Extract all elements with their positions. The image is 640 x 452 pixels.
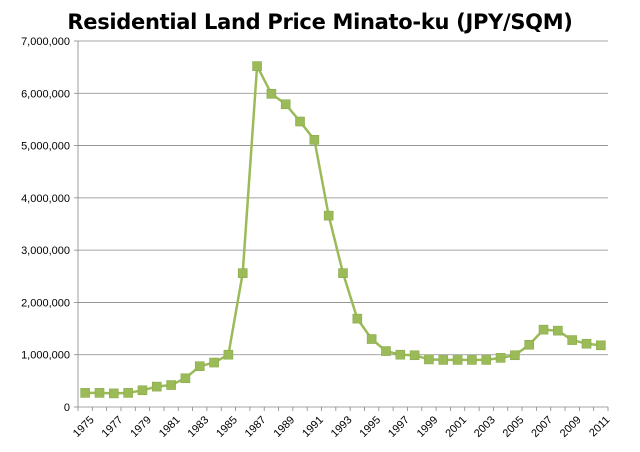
x-tick-label: 1975 [71, 414, 97, 440]
x-tick-label: 1979 [128, 414, 154, 440]
x-tick-label: 2011 [587, 414, 612, 439]
data-point [553, 325, 563, 336]
data-point [137, 385, 148, 396]
x-tick-label: 1997 [386, 414, 412, 440]
data-point [467, 355, 477, 365]
data-point [166, 380, 176, 390]
x-tick-label: 1995 [357, 414, 383, 440]
data-point [151, 381, 162, 392]
x-tick-label: 1993 [329, 414, 355, 440]
data-point [295, 116, 305, 127]
data-point [481, 355, 492, 365]
x-tick-label: 1989 [271, 414, 297, 440]
data-point [223, 349, 234, 360]
data-point [524, 339, 535, 350]
data-point [180, 373, 191, 384]
data-point [352, 313, 363, 324]
x-tick-label: 1999 [415, 414, 441, 440]
y-axis-tick-labels: 0 1,000,000 2,000,000 3,000,000 4,000,000 5,0… [21, 36, 70, 414]
data-point [567, 335, 577, 345]
x-tick-label: 1991 [300, 414, 326, 440]
x-tick-label: 1987 [243, 414, 269, 440]
data-point [538, 324, 549, 335]
x-axis-tick-labels: 1975 1977 1979 1981 1983 1985 1987 1989 1991 1993… [71, 414, 612, 440]
chart-title: Residential Land Price Minato-ku (JPY/SQ… [67, 10, 573, 34]
x-tick-label: 1977 [100, 414, 126, 440]
data-point [237, 268, 248, 278]
data-point [252, 61, 262, 71]
data-point [581, 338, 592, 349]
data-point [94, 388, 105, 398]
data-point [424, 354, 434, 365]
data-point [510, 350, 520, 361]
x-tick-label: 1985 [214, 414, 240, 440]
data-point [109, 388, 119, 399]
x-tick-label: 2001 [443, 414, 469, 440]
data-point [123, 388, 133, 398]
data-point [366, 334, 377, 344]
data-point [409, 350, 420, 361]
series-line [85, 64, 601, 395]
gridlines [78, 40, 608, 356]
x-tick-label: 2005 [501, 414, 527, 440]
x-tick-label: 1981 [157, 414, 183, 440]
data-point [395, 349, 406, 360]
data-point [495, 353, 506, 363]
y-tick-label: 1,000,000 [21, 350, 70, 362]
x-tick-label: 2003 [472, 414, 498, 440]
data-point [209, 357, 219, 368]
y-tick-label: 5,000,000 [21, 141, 70, 153]
data-point [309, 135, 320, 145]
y-tick-label: 7,000,000 [21, 36, 70, 48]
x-tick-label: 1983 [186, 414, 212, 440]
y-tick-label: 2,000,000 [21, 297, 70, 309]
data-point [266, 89, 277, 99]
data-point [596, 340, 606, 351]
data-point [452, 355, 463, 365]
axes [74, 40, 609, 411]
data-point [80, 388, 90, 398]
data-point [323, 210, 334, 221]
y-tick-label: 4,000,000 [21, 193, 70, 205]
y-tick-label: 3,000,000 [21, 245, 70, 257]
data-point [381, 346, 391, 356]
data-point [280, 99, 291, 110]
data-point [338, 268, 348, 278]
data-point [438, 355, 449, 365]
y-tick-label: 0 [64, 402, 70, 414]
x-tick-label: 2009 [558, 414, 584, 440]
data-series [80, 61, 606, 399]
x-tick-label: 2007 [529, 414, 555, 440]
data-point [194, 361, 205, 372]
y-tick-label: 6,000,000 [21, 88, 70, 100]
